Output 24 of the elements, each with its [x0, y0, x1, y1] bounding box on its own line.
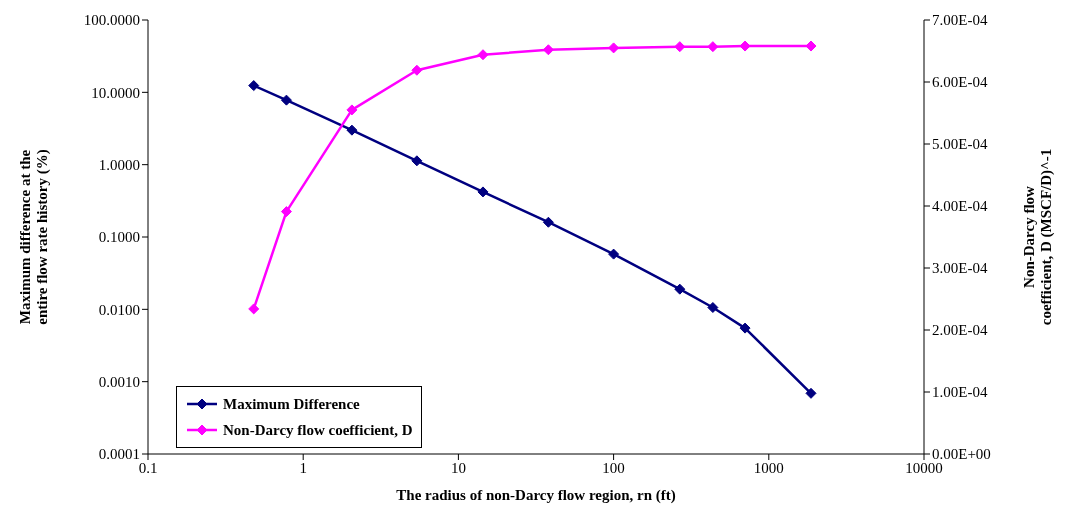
y2-tick-label: 1.00E-04 [932, 384, 988, 401]
x-tick-label: 1 [299, 459, 307, 476]
y-tick-label: 0.0001 [98, 446, 140, 463]
y2-tick-label: 7.00E-04 [932, 12, 988, 29]
x-axis-title: The radius of non-Darcy flow region, rn (ft) [396, 487, 676, 504]
legend-label: Maximum Difference [223, 395, 360, 414]
y2-tick-label: 3.00E-04 [932, 260, 988, 277]
x-tick-label: 100 [602, 459, 625, 476]
x-tick-label: 10 [450, 459, 466, 476]
y-tick-label: 10.0000 [91, 84, 140, 101]
y-tick-label: 0.0010 [98, 373, 140, 390]
y-tick-label: 0.0100 [98, 301, 140, 318]
legend-label: Non-Darcy flow coefficient, D [223, 421, 413, 440]
y2-tick-label: 2.00E-04 [932, 322, 988, 339]
y2-axis-title: Non-Darcy flow coefficient, D (MSCF/D)^-1 [1021, 148, 1055, 326]
x-tick-label: 0.1 [138, 459, 158, 476]
y-tick-label: 0.1000 [98, 229, 140, 246]
y2-tick-label: 5.00E-04 [932, 136, 988, 153]
y2-tick-label: 4.00E-04 [932, 198, 988, 215]
x-tick-label: 1000 [753, 459, 784, 476]
y-axis-title: Maximum difference at the entire flow rate history (%) [17, 149, 51, 325]
y2-tick-label: 6.00E-04 [932, 74, 988, 91]
y-tick-label: 100.0000 [83, 12, 140, 29]
y-tick-label: 1.0000 [98, 156, 140, 173]
